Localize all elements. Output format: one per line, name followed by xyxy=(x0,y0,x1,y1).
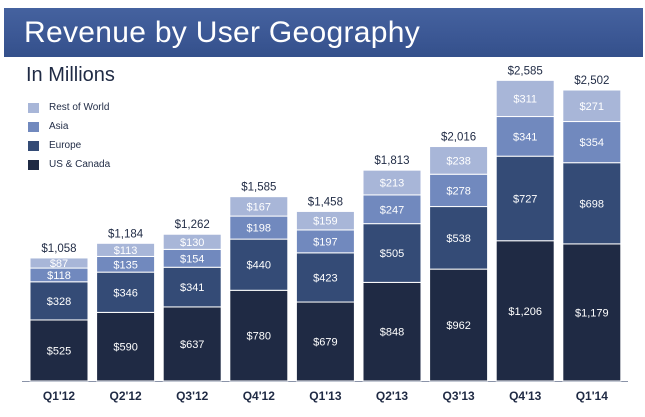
data-label-us-canada-q4-12: $780 xyxy=(247,331,271,343)
bar-segment-us-canada-q3-12 xyxy=(162,306,222,382)
total-label-q1-13: $1,458 xyxy=(308,196,343,208)
x-tick-label-q1-14: Q1'14 xyxy=(576,389,609,403)
total-label-q4-13: $2,585 xyxy=(508,65,543,77)
data-label-rest-of-world-q4-13: $311 xyxy=(513,93,537,105)
x-tick-label-q3-12: Q3'12 xyxy=(176,389,209,403)
data-label-europe-q3-13: $538 xyxy=(446,233,470,245)
bar-segment-us-canada-q4-12 xyxy=(229,289,289,382)
data-label-europe-q1-13: $423 xyxy=(313,272,337,284)
legend-label-us-canada: US & Canada xyxy=(49,159,111,170)
bar-segment-rest-of-world-q3-13 xyxy=(429,146,489,175)
legend-item-rest-of-world: Rest of World xyxy=(28,98,110,117)
bar-segment-rest-of-world-q2-12 xyxy=(96,242,156,257)
data-label-asia-q4-13: $341 xyxy=(513,131,537,143)
legend-item-us-canada: US & Canada xyxy=(28,155,110,174)
bar-segment-rest-of-world-q1-13 xyxy=(295,210,355,231)
bar-segment-rest-of-world-q4-12 xyxy=(229,196,289,217)
legend-swatch-asia xyxy=(28,121,39,132)
x-tick-label-q4-12: Q4'12 xyxy=(243,389,276,403)
data-label-us-canada-q2-12: $590 xyxy=(113,342,137,354)
data-label-us-canada-q4-13: $1,206 xyxy=(508,306,542,318)
data-label-us-canada-q3-12: $637 xyxy=(180,339,204,351)
total-label-q1-14: $2,502 xyxy=(574,75,609,87)
bar-segment-us-canada-q2-13 xyxy=(362,281,422,382)
bar-segment-us-canada-q2-12 xyxy=(96,311,156,382)
chart-subtitle: In Millions xyxy=(26,64,115,86)
data-label-rest-of-world-q3-13: $238 xyxy=(446,155,470,167)
legend-label-rest-of-world: Rest of World xyxy=(49,102,110,113)
x-tick-label-q4-13: Q4'13 xyxy=(509,389,542,403)
data-label-asia-q1-12: $118 xyxy=(47,270,71,282)
x-tick-label-q1-12: Q1'12 xyxy=(43,389,76,403)
bar-segment-europe-q3-12 xyxy=(162,266,222,308)
total-label-q1-12: $1,058 xyxy=(41,243,76,255)
data-label-us-canada-q1-14: $1,179 xyxy=(575,307,609,319)
total-label-q2-13: $1,813 xyxy=(374,155,409,167)
title-banner: Revenue by User Geography xyxy=(4,8,643,57)
bar-segment-us-canada-q4-13 xyxy=(495,240,555,382)
data-label-asia-q1-14: $354 xyxy=(580,137,604,149)
data-label-us-canada-q1-12: $525 xyxy=(47,345,71,357)
bar-segment-europe-q2-12 xyxy=(96,271,156,313)
bar-segment-rest-of-world-q2-13 xyxy=(362,169,422,196)
chart-title: Revenue by User Geography xyxy=(24,15,421,49)
data-label-europe-q1-14: $698 xyxy=(580,198,604,210)
bar-segment-asia-q4-13 xyxy=(495,116,555,157)
total-label-q3-12: $1,262 xyxy=(175,219,210,231)
data-label-europe-q4-12: $440 xyxy=(247,260,271,272)
x-tick-label-q1-13: Q1'13 xyxy=(309,389,342,403)
total-label-q2-12: $1,184 xyxy=(108,228,144,240)
x-tick-label-q2-13: Q2'13 xyxy=(376,389,409,403)
legend-swatch-rest-of-world xyxy=(28,102,39,113)
bar-segment-us-canada-q1-12 xyxy=(29,319,89,382)
data-label-europe-q4-13: $727 xyxy=(513,193,537,205)
data-label-rest-of-world-q1-12: $87 xyxy=(50,258,68,270)
data-label-rest-of-world-q4-12: $167 xyxy=(247,201,271,213)
bar-segment-europe-q2-13 xyxy=(362,223,422,283)
data-label-rest-of-world-q2-12: $113 xyxy=(114,245,138,257)
data-label-europe-q2-13: $505 xyxy=(380,248,404,260)
bar-segment-asia-q2-13 xyxy=(362,194,422,225)
data-label-us-canada-q1-13: $679 xyxy=(313,337,337,349)
bar-segment-asia-q3-13 xyxy=(429,173,489,208)
data-label-asia-q3-12: $154 xyxy=(180,253,204,265)
total-label-q3-13: $2,016 xyxy=(441,132,476,144)
bar-segment-rest-of-world-q1-14 xyxy=(562,89,622,123)
bar-segment-europe-q4-12 xyxy=(229,238,289,291)
total-label-q4-12: $1,585 xyxy=(241,182,276,194)
data-label-rest-of-world-q1-13: $159 xyxy=(313,216,337,228)
data-label-europe-q2-12: $346 xyxy=(113,287,137,299)
data-label-us-canada-q2-13: $848 xyxy=(380,327,404,339)
legend-item-asia: Asia xyxy=(28,117,110,136)
legend-swatch-us-canada xyxy=(28,159,39,170)
bar-segment-rest-of-world-q1-12 xyxy=(29,257,89,269)
legend-item-europe: Europe xyxy=(28,136,110,155)
data-label-asia-q4-12: $198 xyxy=(247,223,271,235)
x-tick-label-q2-12: Q2'12 xyxy=(109,389,142,403)
bar-segment-europe-q1-12 xyxy=(29,281,89,321)
data-label-europe-q1-12: $328 xyxy=(47,296,71,308)
data-label-asia-q2-12: $135 xyxy=(113,259,137,271)
bar-segment-europe-q4-13 xyxy=(495,155,555,242)
x-tick-label-q3-13: Q3'13 xyxy=(442,389,475,403)
bar-segment-us-canada-q1-14 xyxy=(562,243,622,382)
data-label-asia-q2-13: $247 xyxy=(380,204,404,216)
data-label-rest-of-world-q2-13: $213 xyxy=(380,178,404,190)
bar-segment-rest-of-world-q4-13 xyxy=(495,79,555,118)
data-label-us-canada-q3-13: $962 xyxy=(446,320,470,332)
data-label-asia-q1-13: $197 xyxy=(313,236,337,248)
legend-swatch-europe xyxy=(28,140,39,151)
data-label-europe-q3-12: $341 xyxy=(180,282,204,294)
data-label-rest-of-world-q3-12: $130 xyxy=(180,237,204,249)
data-label-rest-of-world-q1-14: $271 xyxy=(580,101,604,113)
legend: Rest of World Asia Europe US & Canada xyxy=(28,98,110,174)
data-label-asia-q3-13: $278 xyxy=(446,185,470,197)
bar-segment-rest-of-world-q3-12 xyxy=(162,233,222,250)
legend-label-europe: Europe xyxy=(49,140,82,151)
legend-label-asia: Asia xyxy=(49,121,69,132)
